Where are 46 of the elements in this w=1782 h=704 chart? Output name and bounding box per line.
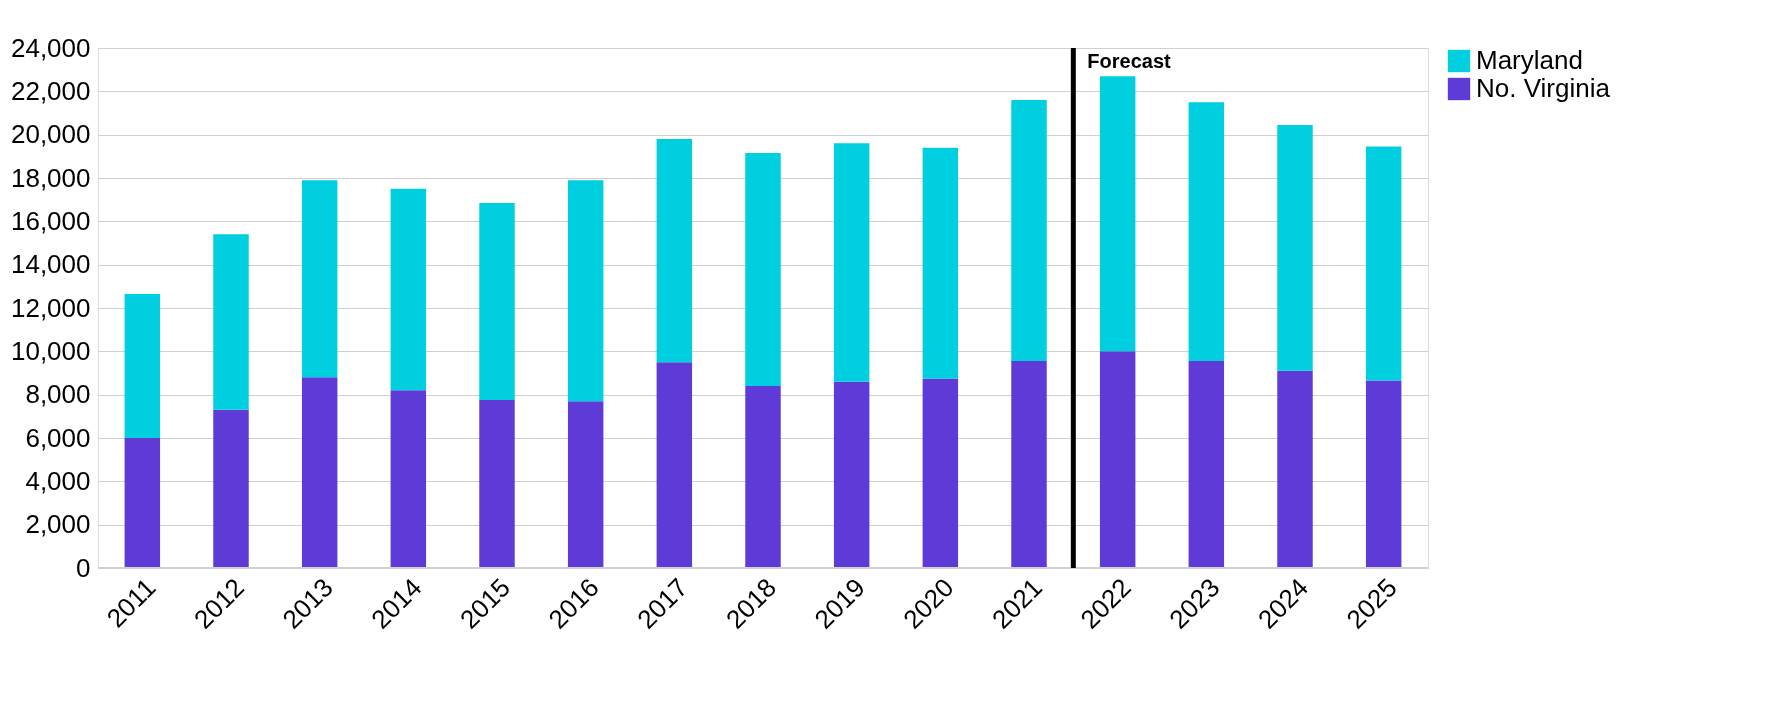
bar bbox=[479, 202, 515, 401]
bar bbox=[1365, 146, 1402, 381]
bar bbox=[1277, 370, 1313, 568]
y-tick-label: 12,000 bbox=[10, 292, 91, 323]
bar bbox=[301, 377, 338, 568]
bar bbox=[479, 400, 515, 568]
bar bbox=[567, 401, 604, 568]
y-tick-label: 24,000 bbox=[10, 32, 91, 63]
bar bbox=[567, 180, 604, 402]
bar bbox=[213, 234, 249, 410]
ref-line-label: Forecast bbox=[1087, 50, 1172, 72]
bar bbox=[1188, 361, 1225, 568]
bar bbox=[1099, 76, 1136, 352]
bar bbox=[745, 153, 781, 386]
y-tick-label: 2,000 bbox=[25, 509, 91, 540]
bar bbox=[390, 188, 427, 391]
y-tick-label: 16,000 bbox=[10, 205, 91, 236]
legend-label: Maryland bbox=[1476, 45, 1583, 75]
y-tick-label: 10,000 bbox=[10, 335, 91, 366]
bar bbox=[745, 386, 781, 568]
bar bbox=[833, 143, 870, 382]
bar bbox=[390, 390, 427, 568]
bar bbox=[656, 362, 693, 568]
bar bbox=[124, 438, 161, 568]
y-tick-label: 6,000 bbox=[25, 422, 91, 453]
y-tick-label: 14,000 bbox=[10, 249, 91, 280]
bar bbox=[1365, 380, 1402, 568]
bar bbox=[833, 381, 870, 568]
y-tick-label: 4,000 bbox=[25, 465, 91, 496]
bar bbox=[124, 293, 161, 438]
bar bbox=[301, 180, 338, 378]
y-tick-label: 22,000 bbox=[10, 75, 91, 106]
bar bbox=[922, 147, 959, 379]
bar bbox=[1099, 351, 1136, 568]
bar bbox=[1011, 361, 1047, 568]
bar bbox=[1277, 124, 1313, 371]
bar bbox=[922, 378, 959, 568]
legend-label: No. Virginia bbox=[1476, 73, 1611, 103]
bar bbox=[1188, 102, 1225, 362]
y-tick-label: 18,000 bbox=[10, 162, 91, 193]
y-tick-label: 8,000 bbox=[25, 379, 91, 410]
y-tick-label: 0 bbox=[76, 552, 91, 583]
bar bbox=[213, 409, 249, 568]
bar bbox=[656, 139, 693, 363]
bar bbox=[1011, 100, 1047, 362]
y-tick-label: 20,000 bbox=[10, 119, 91, 150]
